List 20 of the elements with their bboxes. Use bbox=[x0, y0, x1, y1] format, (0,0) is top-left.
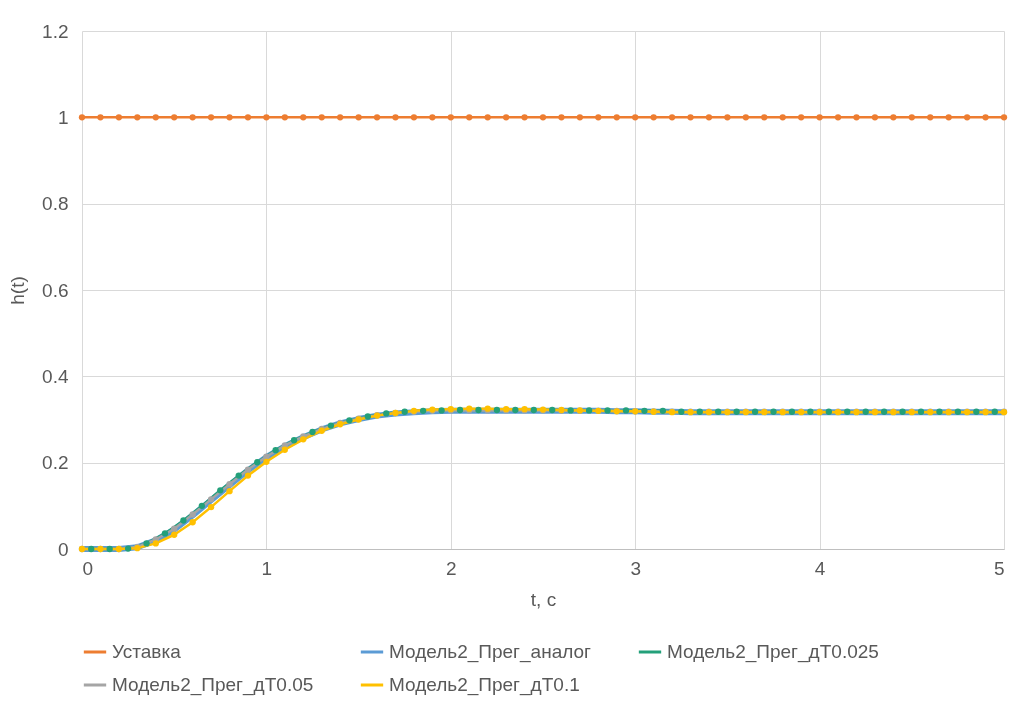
legend-label: Модель2_Прег_аналог bbox=[389, 641, 592, 663]
legend-label: Модель2_Прег_дТ0.025 bbox=[667, 641, 879, 663]
legend-label: Уставка bbox=[112, 641, 182, 662]
y-tick-label: 0.6 bbox=[42, 279, 69, 301]
y-tick-label: 0.2 bbox=[42, 452, 69, 474]
x-tick-label: 1 bbox=[261, 557, 273, 579]
x-tick-label: 5 bbox=[993, 557, 1005, 579]
legend-label: Модель2_Прег_дТ0.1 bbox=[389, 674, 580, 696]
legend-label: Модель2_Прег_дТ0.05 bbox=[112, 674, 314, 696]
y-tick-label: 1.2 bbox=[42, 20, 69, 42]
x-tick-label: 2 bbox=[446, 557, 457, 579]
x-tick-label: 0 bbox=[82, 557, 94, 579]
y-axis-title: h(t) bbox=[7, 276, 29, 305]
x-tick-label: 4 bbox=[814, 557, 826, 579]
y-tick-label: 0.4 bbox=[42, 365, 69, 387]
y-tick-label: 0 bbox=[57, 538, 69, 560]
x-tick-label: 3 bbox=[630, 557, 641, 579]
x-axis-title: t, c bbox=[530, 588, 557, 610]
y-tick-label: 0.8 bbox=[42, 193, 69, 215]
y-tick-label: 1 bbox=[57, 106, 69, 128]
